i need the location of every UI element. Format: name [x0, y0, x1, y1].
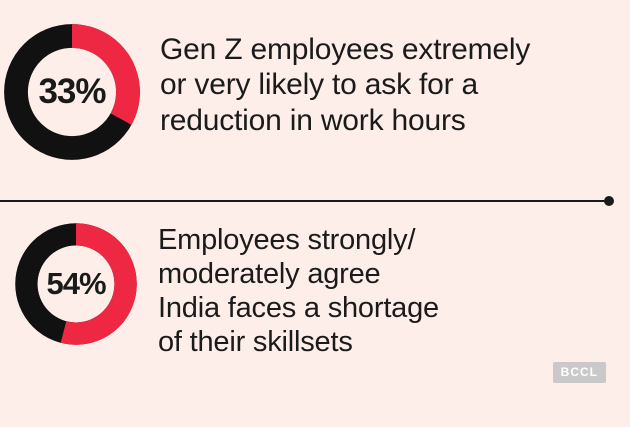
stat-block-skillset: 54% Employees strongly/ moderately agree…	[0, 222, 439, 360]
donut-segment-share	[15, 223, 137, 345]
donut-chart-54: 54%	[14, 222, 138, 346]
stat-caption: Employees strongly/ moderately agree Ind…	[158, 224, 439, 358]
donut-chart-33: 33%	[2, 22, 142, 162]
donut-svg	[15, 223, 137, 345]
stat-block-gen-z: 33% Gen Z employees extremely or very li…	[0, 22, 530, 162]
donut-value-label: 54%	[46, 266, 106, 301]
donut-value-label: 33%	[38, 72, 106, 111]
divider-end-dot	[604, 196, 614, 206]
donut-svg	[4, 24, 140, 160]
watermark-badge: BCCL	[552, 362, 606, 383]
stat-caption: Gen Z employees extremely or very likely…	[160, 33, 531, 137]
donut-segment-share	[4, 24, 140, 160]
section-divider	[0, 200, 608, 202]
